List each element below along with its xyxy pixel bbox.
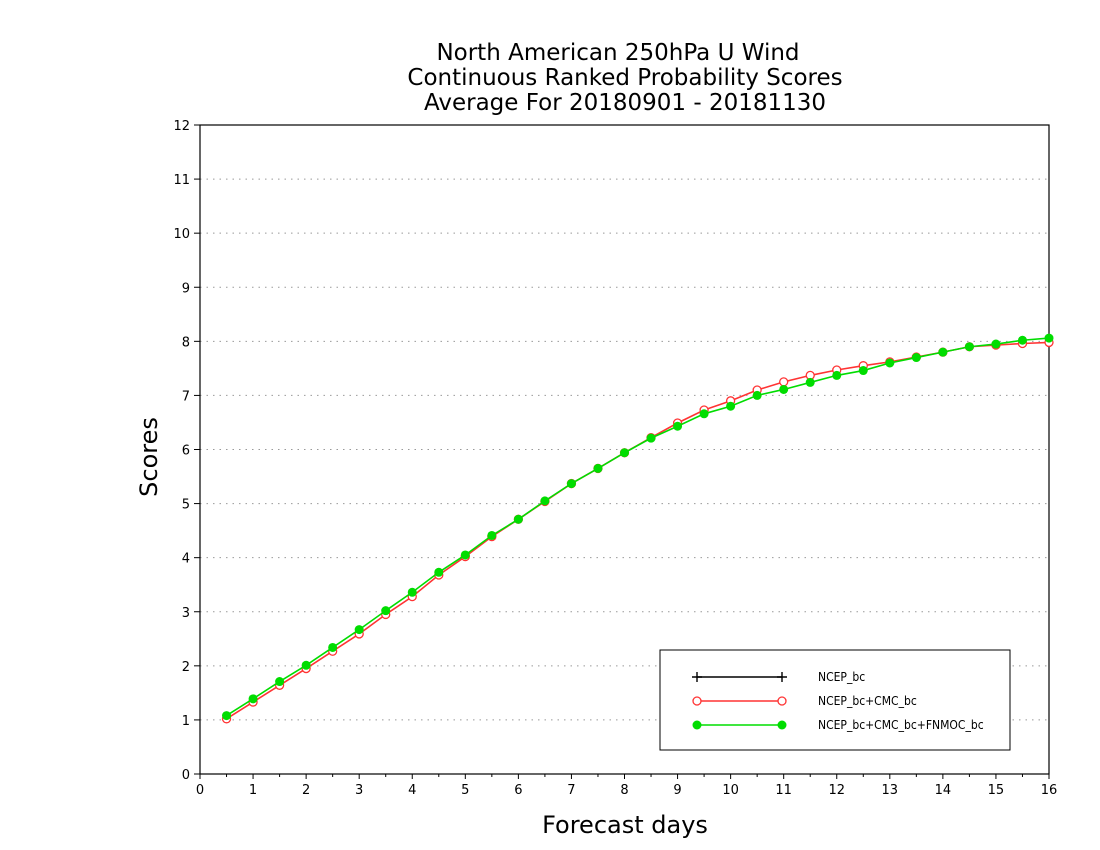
y-tick-label: 0	[182, 768, 190, 783]
x-tick-label: 8	[620, 783, 628, 798]
data-point	[779, 377, 789, 387]
legend-entry: NCEP_bc	[692, 670, 865, 684]
data-point	[354, 625, 364, 635]
data-point	[911, 353, 921, 363]
data-point	[673, 421, 683, 431]
data-point	[620, 448, 629, 458]
data-point	[752, 390, 762, 400]
x-tick-label: 9	[673, 783, 681, 798]
data-point	[381, 606, 391, 616]
y-tick-label: 7	[182, 389, 190, 404]
chart-title-line-1: North American 250hPa U Wind	[436, 40, 799, 66]
y-axis-title: Scores	[135, 417, 163, 497]
data-point	[1044, 333, 1054, 343]
x-tick-label: 7	[567, 783, 575, 798]
series	[221, 333, 1054, 724]
y-tick-label: 4	[182, 552, 190, 567]
chart-title-line-2: Continuous Ranked Probability Scores	[407, 65, 842, 91]
data-point	[858, 366, 868, 376]
y-tick-label: 11	[173, 173, 190, 188]
data-point	[407, 587, 417, 597]
legend-marker	[692, 696, 702, 706]
x-axis: 0 1 2 3 4 5 6 7 8 9 10 11 12 13 14 15 16	[196, 774, 1057, 798]
y-tick-label: 8	[182, 335, 190, 350]
data-point	[646, 433, 656, 443]
data-point	[964, 342, 974, 352]
x-tick-label: 12	[828, 783, 845, 798]
legend-label: NCEP_bc	[818, 670, 865, 684]
x-tick-label: 16	[1041, 783, 1058, 798]
x-axis-title: Forecast days	[542, 811, 708, 839]
x-tick-label: 4	[408, 783, 416, 798]
legend-marker	[692, 672, 702, 682]
legend: NCEP_bc NCEP_bc+CMC_bc NCEP_bc+CMC_bc+FNMO…	[659, 649, 1011, 751]
data-point	[434, 567, 444, 577]
data-point	[222, 711, 232, 721]
x-tick-label: 0	[196, 783, 204, 798]
legend-marker	[692, 720, 702, 730]
data-point	[275, 677, 285, 687]
data-point	[779, 384, 789, 394]
legend-label: NCEP_bc+CMC_bc+FNMOC_bc	[818, 718, 984, 732]
legend-entry: NCEP_bc+CMC_bc	[692, 694, 917, 708]
y-tick-label: 1	[182, 714, 190, 729]
chart-title-line-3: Average For 20180901 - 20181130	[424, 90, 826, 116]
y-tick-label: 2	[182, 660, 190, 675]
series-3	[222, 333, 1054, 721]
data-point	[566, 479, 576, 489]
data-point	[248, 694, 258, 704]
data-point	[726, 401, 736, 411]
data-point	[328, 642, 338, 652]
data-point	[991, 339, 1001, 349]
legend-marker	[777, 672, 787, 682]
y-tick-label: 3	[182, 606, 190, 621]
legend-box	[659, 649, 1011, 751]
x-tick-label: 6	[514, 783, 522, 798]
x-tick-label: 3	[355, 783, 363, 798]
x-tick-label: 13	[882, 783, 899, 798]
data-point	[513, 514, 523, 524]
data-point	[805, 377, 815, 387]
legend-marker	[777, 720, 787, 730]
legend-label: NCEP_bc+CMC_bc	[818, 694, 917, 708]
chart-title: North American 250hPa U Wind Continuous …	[407, 40, 842, 116]
x-tick-label: 10	[722, 783, 739, 798]
x-tick-label: 2	[302, 783, 310, 798]
y-tick-label: 9	[182, 281, 190, 296]
data-point	[460, 550, 470, 560]
y-tick-label: 6	[182, 444, 190, 459]
y-tick-label: 10	[173, 227, 190, 242]
series-line	[226, 337, 1050, 717]
data-point	[593, 463, 603, 473]
x-tick-label: 11	[775, 783, 792, 798]
y-tick-label: 5	[182, 498, 190, 513]
data-point	[885, 358, 895, 368]
data-point	[540, 496, 550, 506]
x-tick-label: 1	[249, 783, 257, 798]
legend-marker	[777, 696, 787, 706]
y-tick-label: 12	[173, 119, 190, 134]
x-tick-label: 15	[988, 783, 1005, 798]
data-point	[1017, 335, 1027, 345]
data-point	[832, 370, 842, 380]
data-point	[938, 347, 948, 357]
x-tick-label: 14	[935, 783, 952, 798]
data-point	[301, 660, 311, 670]
x-tick-label: 5	[461, 783, 469, 798]
data-point	[487, 530, 497, 540]
data-point	[699, 409, 709, 419]
legend-entry: NCEP_bc+CMC_bc+FNMOC_bc	[692, 718, 984, 732]
